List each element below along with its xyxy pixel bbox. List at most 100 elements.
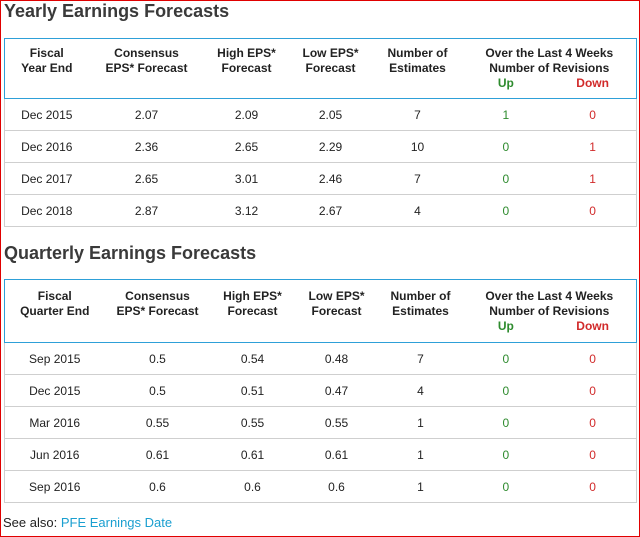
cell-period: Sep 2015 [4, 342, 105, 375]
cell-period: Dec 2018 [4, 194, 89, 227]
cell-up: 0 [502, 383, 510, 398]
cell-high: 2.09 [204, 98, 289, 131]
col-header-revisions: Over the Last 4 Weeks Number of Revision… [462, 279, 637, 343]
table-header-row: Fiscal Year End Consensus EPS* Forecast … [4, 38, 637, 99]
cell-low: 0.61 [294, 438, 379, 471]
cell-down: 0 [589, 479, 596, 494]
table-row: Dec 2016 2.36 2.65 2.29 10 0 1 [4, 130, 637, 163]
cell-consensus: 0.6 [104, 470, 211, 503]
cell-period: Dec 2017 [4, 162, 89, 195]
cell-low: 2.05 [288, 98, 373, 131]
cell-consensus: 0.55 [104, 406, 211, 439]
header-line: Number of Revisions [489, 61, 610, 75]
cell-high: 3.01 [204, 162, 289, 195]
earnings-date-link[interactable]: PFE Earnings Date [60, 515, 173, 530]
table-row: Sep 2016 0.6 0.6 0.6 1 0 0 [4, 470, 637, 503]
cell-consensus: 2.07 [88, 98, 205, 131]
header-line: Estimates [392, 304, 449, 318]
header-line: Forecast [305, 61, 356, 75]
header-line: EPS* Forecast [105, 61, 188, 75]
cell-estimates: 1 [378, 406, 463, 439]
cell-down: 0 [589, 351, 596, 366]
table-header-row: Fiscal Quarter End Consensus EPS* Foreca… [4, 279, 637, 343]
cell-down: 0 [589, 107, 596, 122]
cell-low: 2.29 [288, 130, 373, 163]
cell-consensus: 0.61 [104, 438, 211, 471]
table-row: Sep 2015 0.5 0.54 0.48 7 0 0 [4, 342, 637, 375]
revision-values: 0 1 [463, 140, 637, 154]
cell-estimates: 1 [378, 470, 463, 503]
cell-down: 1 [589, 139, 596, 154]
revision-values: 0 0 [463, 416, 637, 430]
revision-values: 0 0 [463, 480, 637, 494]
cell-period: Dec 2015 [4, 98, 89, 131]
cell-up: 0 [502, 479, 510, 494]
cell-estimates: 7 [372, 162, 463, 195]
col-header-high-eps: High EPS* Forecast [210, 279, 295, 343]
header-line: Year End [21, 61, 73, 75]
see-also-line: See also: PFE Earnings Date [3, 515, 172, 530]
cell-down: 0 [589, 447, 596, 462]
cell-high: 0.6 [210, 470, 295, 503]
header-line: Estimates [389, 61, 446, 75]
yearly-forecast-table: Fiscal Year End Consensus EPS* Forecast … [4, 38, 637, 227]
cell-revisions: 0 0 [462, 342, 637, 375]
cell-estimates: 10 [372, 130, 463, 163]
header-line: Consensus [114, 46, 179, 60]
header-line: Forecast [311, 304, 362, 318]
cell-up: 0 [502, 203, 510, 218]
cell-period: Dec 2015 [4, 374, 105, 407]
col-header-consensus: Consensus EPS* Forecast [88, 38, 205, 99]
cell-up: 0 [502, 447, 510, 462]
header-line: Number of [387, 46, 448, 60]
cell-low: 0.48 [294, 342, 379, 375]
cell-consensus: 0.5 [104, 374, 211, 407]
cell-estimates: 7 [372, 98, 463, 131]
revision-values: 0 0 [463, 352, 637, 366]
header-line: Fiscal [29, 46, 64, 60]
cell-revisions: 0 0 [462, 470, 637, 503]
revision-values: 0 0 [463, 204, 637, 218]
cell-estimates: 4 [378, 374, 463, 407]
table-row: Dec 2018 2.87 3.12 2.67 4 0 0 [4, 194, 637, 227]
cell-estimates: 1 [378, 438, 463, 471]
header-line: Low EPS* [308, 289, 365, 303]
table-row: Jun 2016 0.61 0.61 0.61 1 0 0 [4, 438, 637, 471]
cell-down: 1 [589, 171, 596, 186]
see-also-label: See also: [3, 515, 58, 530]
cell-revisions: 0 0 [462, 374, 637, 407]
cell-low: 0.47 [294, 374, 379, 407]
cell-revisions: 0 1 [462, 162, 637, 195]
table-row: Dec 2015 2.07 2.09 2.05 7 1 0 [4, 98, 637, 131]
quarterly-section-title: Quarterly Earnings Forecasts [4, 243, 257, 263]
cell-high: 0.55 [210, 406, 295, 439]
table-row: Dec 2015 0.5 0.51 0.47 4 0 0 [4, 374, 637, 407]
cell-revisions: 0 1 [462, 130, 637, 163]
col-header-revisions: Over the Last 4 Weeks Number of Revision… [462, 38, 637, 99]
col-header-period: Fiscal Quarter End [4, 279, 105, 343]
header-line: High EPS* [223, 289, 282, 303]
header-line: Forecast [221, 61, 272, 75]
down-label: Down [576, 76, 609, 90]
header-line: High EPS* [217, 46, 276, 60]
cell-low: 2.67 [288, 194, 373, 227]
revision-values: 0 0 [463, 384, 637, 398]
yearly-section-title: Yearly Earnings Forecasts [4, 1, 230, 21]
cell-revisions: 0 0 [462, 194, 637, 227]
header-line: Low EPS* [302, 46, 359, 60]
cell-up: 1 [502, 107, 510, 122]
cell-down: 0 [589, 415, 596, 430]
cell-period: Mar 2016 [4, 406, 105, 439]
cell-high: 0.54 [210, 342, 295, 375]
col-header-low-eps: Low EPS* Forecast [288, 38, 373, 99]
table-row: Dec 2017 2.65 3.01 2.46 7 0 1 [4, 162, 637, 195]
cell-down: 0 [589, 203, 596, 218]
revision-values: 1 0 [463, 108, 637, 122]
cell-consensus: 0.5 [104, 342, 211, 375]
cell-down: 0 [589, 383, 596, 398]
table-row: Mar 2016 0.55 0.55 0.55 1 0 0 [4, 406, 637, 439]
cell-period: Jun 2016 [4, 438, 105, 471]
header-line: Over the Last 4 Weeks [485, 289, 614, 303]
quarterly-forecast-table: Fiscal Quarter End Consensus EPS* Foreca… [4, 279, 637, 503]
col-header-low-eps: Low EPS* Forecast [294, 279, 379, 343]
